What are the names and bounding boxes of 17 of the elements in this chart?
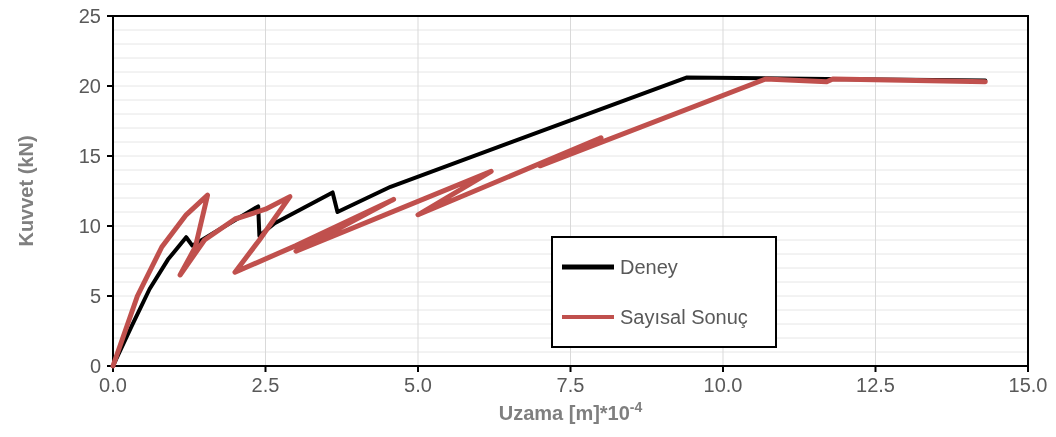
y-tick-label: 5 bbox=[89, 285, 101, 307]
legend-label: Deney bbox=[620, 256, 678, 278]
x-tick-label: 15.0 bbox=[1008, 374, 1048, 396]
y-tick-label: 0 bbox=[89, 355, 101, 377]
x-axis-title: Uzama [m]*10$^{-4}$ bbox=[498, 399, 643, 424]
y-tick-label: 20 bbox=[78, 75, 101, 97]
x-tick-label: 5.0 bbox=[404, 374, 432, 396]
y-tick-label: 15 bbox=[78, 145, 101, 167]
y-tick-label: 10 bbox=[78, 215, 101, 237]
legend-label: Sayısal Sonuç bbox=[620, 306, 748, 328]
x-tick-label: 12.5 bbox=[856, 374, 895, 396]
x-tick-label: 0.0 bbox=[99, 374, 127, 396]
y-axis-title: Kuvvet (kN) bbox=[15, 135, 37, 247]
x-tick-label: 7.5 bbox=[556, 374, 585, 396]
x-tick-label: 2.5 bbox=[251, 374, 280, 396]
y-tick-label: 25 bbox=[78, 5, 101, 27]
x-tick-label: 10.0 bbox=[703, 374, 743, 396]
